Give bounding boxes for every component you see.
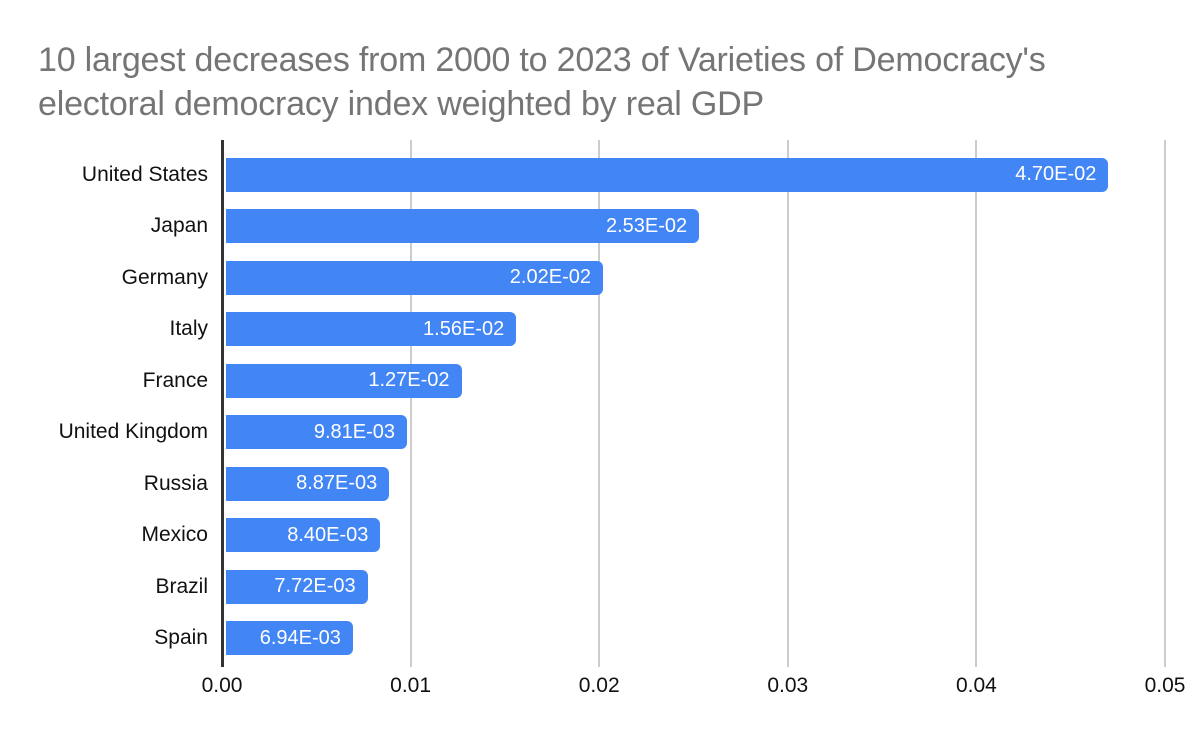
bar-value-label: 1.27E-02 <box>368 369 450 391</box>
category-label: France <box>142 368 208 392</box>
bar-france: 1.27E-02 <box>226 363 462 398</box>
bar-japan: 2.53E-02 <box>226 209 700 243</box>
x-tick-label: 0.02 <box>578 674 620 697</box>
bar-value-label: 8.87E-03 <box>296 472 378 494</box>
bar-value-label: 6.94E-03 <box>259 626 341 649</box>
bar-value-label: 9.81E-03 <box>313 420 396 443</box>
bar-value-label: 2.53E-02 <box>605 214 688 237</box>
x-tick-label: 0.00 <box>201 674 243 697</box>
category-label: Spain <box>154 626 208 649</box>
plot-area: 4.70E-02 2.53E-02 2.02E-02 1.56E-02 1.27E-02… <box>221 140 1166 667</box>
x-tick-label: 0.03 <box>767 674 809 697</box>
bar-value-label: 2.02E-02 <box>509 266 591 288</box>
chart-title: 10 largest decreases from 2000 to 2023 o… <box>38 41 1046 123</box>
bar-russia: 8.87E-03 <box>226 466 390 501</box>
category-label: Germany <box>121 265 208 289</box>
y-axis-line <box>221 140 224 667</box>
category-label: United Kingdom <box>58 420 208 443</box>
category-label: Japan <box>150 214 208 237</box>
bar-mexico: 8.40E-03 <box>226 518 381 552</box>
category-label: Mexico <box>141 523 208 546</box>
x-tick-label: 0.01 <box>390 674 432 697</box>
gridline <box>1164 140 1166 667</box>
bar-value-label: 8.40E-03 <box>287 523 369 546</box>
bar-united-kingdom: 9.81E-03 <box>226 415 408 449</box>
gridline <box>598 140 601 667</box>
category-label: Russia <box>143 471 208 495</box>
category-label: Brazil <box>155 574 208 598</box>
bar-value-label: 7.72E-03 <box>274 575 356 597</box>
bar-value-label: 1.56E-02 <box>423 317 505 340</box>
category-label: Italy <box>169 317 208 340</box>
bar-brazil: 7.72E-03 <box>226 569 368 604</box>
bar-value-label: 4.70E-02 <box>1015 163 1097 185</box>
category-label: United States <box>81 162 208 186</box>
x-tick-label: 0.05 <box>1144 674 1186 697</box>
gridline <box>786 140 789 667</box>
bar-united-states: 4.70E-02 <box>226 157 1109 192</box>
bar-germany: 2.02E-02 <box>226 260 603 295</box>
gridline <box>409 140 412 667</box>
bar-spain: 6.94E-03 <box>226 621 353 655</box>
x-tick-label: 0.04 <box>955 674 997 697</box>
gridline <box>975 140 978 667</box>
bar-italy: 1.56E-02 <box>226 312 517 346</box>
